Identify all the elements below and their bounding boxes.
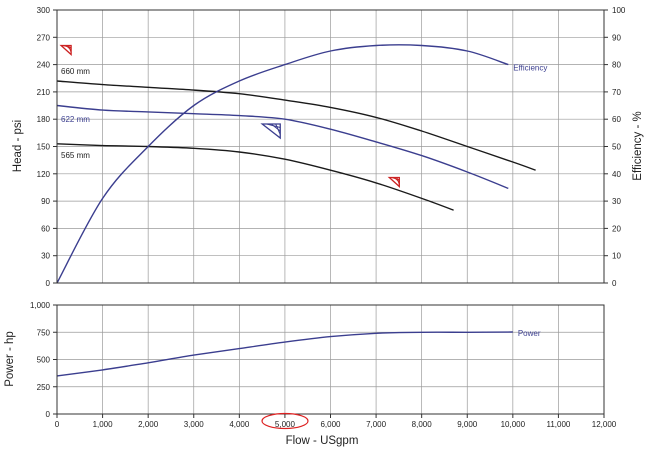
head-tick-label: 120 bbox=[37, 170, 51, 179]
622-mm-curve bbox=[56, 104, 509, 190]
power-tick-label: 1,000 bbox=[30, 301, 51, 310]
head-tick-label: 240 bbox=[37, 61, 51, 70]
efficiency-tick-label: 90 bbox=[612, 33, 621, 42]
power-tick-label: 0 bbox=[46, 410, 51, 419]
curve-label-660mm: 660 mm bbox=[61, 67, 90, 76]
curve-label-622mm: 622 mm bbox=[61, 115, 90, 124]
highlight-ellipse bbox=[261, 412, 309, 430]
flow-tick-label: 3,000 bbox=[184, 420, 205, 429]
head-tick-label: 300 bbox=[37, 6, 51, 15]
flow-tick-label: 9,000 bbox=[457, 420, 478, 429]
flow-tick-label: 7,000 bbox=[366, 420, 387, 429]
efficiency-axis-title: Efficiency - % bbox=[632, 111, 644, 180]
head-tick-label: 30 bbox=[41, 252, 50, 261]
efficiency-tick-label: 40 bbox=[612, 170, 621, 179]
bottom-plot-curves: Power bbox=[56, 329, 541, 377]
power-curve bbox=[56, 331, 513, 377]
power-tick-label: 750 bbox=[37, 328, 51, 337]
head-tick-label: 0 bbox=[46, 279, 51, 288]
power-tick-label: 250 bbox=[37, 383, 51, 392]
efficiency-tick-label: 50 bbox=[612, 143, 621, 152]
660-mm-curve bbox=[56, 80, 536, 171]
top-plot-curves: 660 mm 622 mm 565 mm Efficiency bbox=[56, 44, 547, 284]
operating-point-marker bbox=[387, 176, 400, 188]
marker-hatch bbox=[68, 45, 72, 53]
flow-tick-label: 8,000 bbox=[412, 420, 433, 429]
bottom-plot-ticks: 0 1,000 2,000 3,000 4,000 5,000 6,000 7,000 8,00… bbox=[30, 301, 617, 429]
head-axis-title: Head - psi bbox=[12, 120, 24, 172]
bottom-plot-frame bbox=[56, 304, 605, 415]
head-tick-label: 150 bbox=[37, 143, 51, 152]
bottom-plot-grid bbox=[57, 305, 604, 414]
efficiency-tick-label: 80 bbox=[612, 61, 621, 70]
head-tick-label: 210 bbox=[37, 88, 51, 97]
flow-axis-title: Flow - USgpm bbox=[286, 435, 359, 447]
flow-tick-label: 1,000 bbox=[93, 420, 114, 429]
flow-tick-label: 5,000 bbox=[275, 420, 296, 429]
marker-outline bbox=[260, 123, 281, 140]
efficiency-curve bbox=[56, 44, 509, 284]
power-tick-label: 500 bbox=[37, 356, 51, 365]
top-plot-ticks: 0 0 30 10 60 20 90 30 120 40 150 50 180 60 210 70 240 80 2… bbox=[37, 6, 626, 288]
flow-tick-label: 0 bbox=[55, 420, 60, 429]
efficiency-tick-label: 10 bbox=[612, 252, 621, 261]
efficiency-tick-label: 20 bbox=[612, 224, 621, 233]
head-tick-label: 180 bbox=[37, 115, 51, 124]
curve-label-power: Power bbox=[518, 329, 541, 338]
marker-hatch bbox=[396, 177, 400, 185]
power-axis-title: Power - hp bbox=[4, 331, 16, 387]
flow-tick-label: 12,000 bbox=[592, 420, 617, 429]
curve-label-565mm: 565 mm bbox=[61, 151, 90, 160]
marker-hatch bbox=[275, 123, 281, 135]
flow-tick-label: 10,000 bbox=[501, 420, 526, 429]
top-plot-frame bbox=[56, 9, 605, 284]
565-mm-curve bbox=[56, 143, 454, 211]
efficiency-tick-label: 30 bbox=[612, 197, 621, 206]
efficiency-tick-label: 0 bbox=[612, 279, 617, 288]
head-tick-label: 60 bbox=[41, 224, 50, 233]
head-tick-label: 90 bbox=[41, 197, 50, 206]
operating-point-marker bbox=[260, 123, 281, 140]
efficiency-tick-label: 60 bbox=[612, 115, 621, 124]
top-plot-grid bbox=[57, 10, 604, 283]
efficiency-tick-label: 100 bbox=[612, 6, 626, 15]
efficiency-tick-label: 70 bbox=[612, 88, 621, 97]
curve-label-efficiency: Efficiency bbox=[513, 64, 547, 73]
flow-tick-label: 4,000 bbox=[229, 420, 250, 429]
flow-tick-label: 6,000 bbox=[320, 420, 341, 429]
operating-point-marker bbox=[59, 44, 72, 56]
flow-tick-label: 2,000 bbox=[138, 420, 159, 429]
head-tick-label: 270 bbox=[37, 33, 51, 42]
flow-tick-label: 11,000 bbox=[546, 420, 570, 429]
